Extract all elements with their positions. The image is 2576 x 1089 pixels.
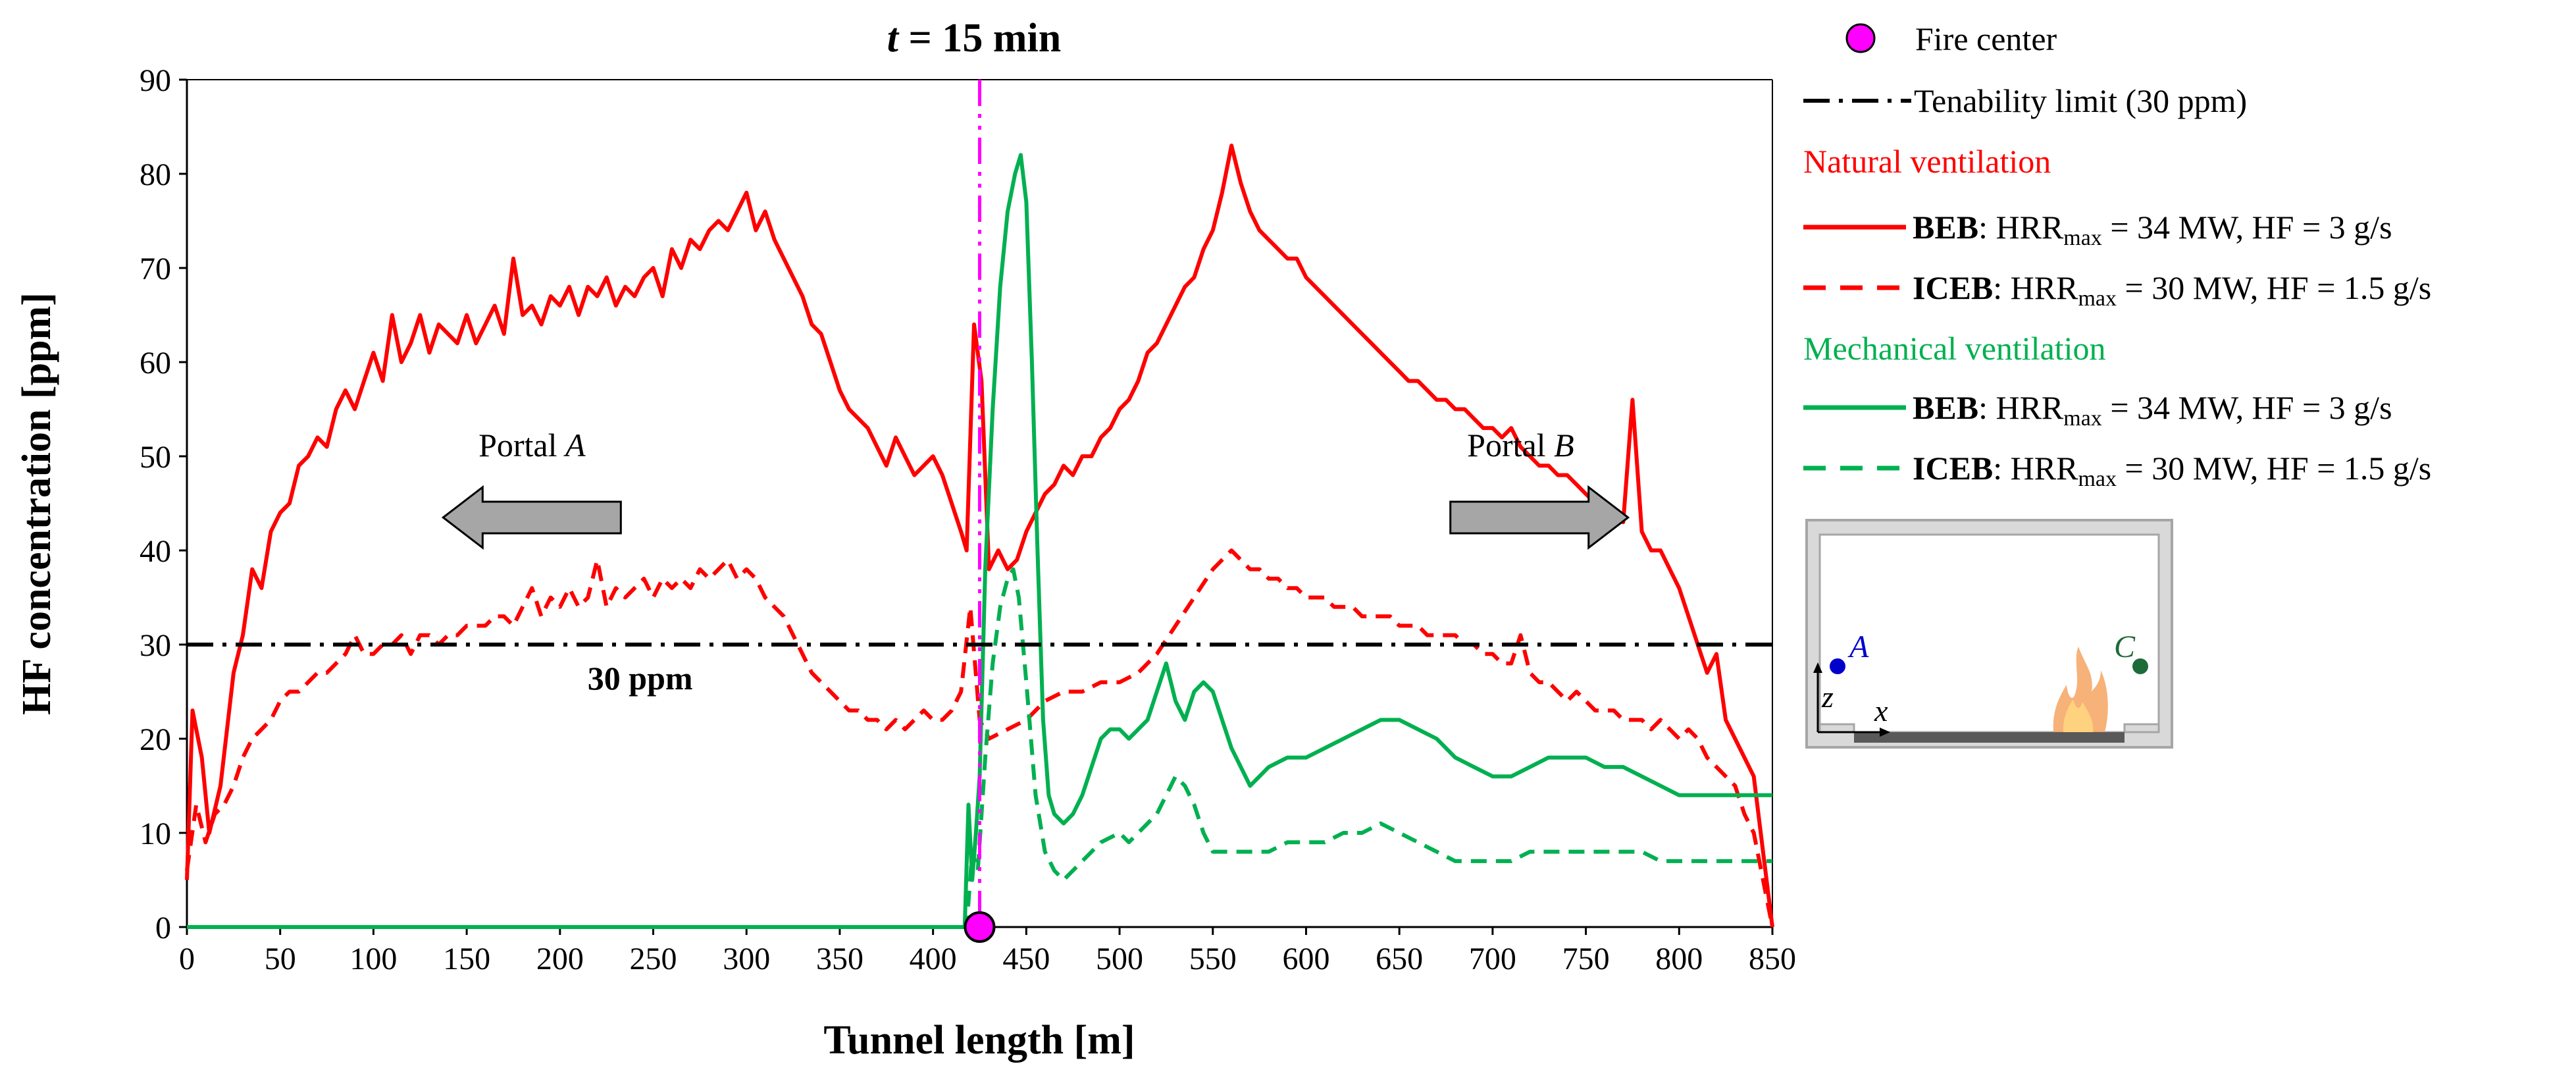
legend-mechanical-iceb-label: ICEB: HRRmax = 30 MW, HF = 1.5 g/s [1913, 450, 2431, 491]
x-tick-label: 200 [536, 942, 584, 976]
portal-b-arrow [1449, 485, 1630, 550]
y-tick-label: 20 [140, 722, 171, 757]
x-tick-label: 750 [1562, 942, 1610, 976]
legend-mechanical-beb-label: BEB: HRRmax = 34 MW, HF = 3 g/s [1913, 389, 2392, 431]
legend-entry-1-bold: ICEB [1913, 269, 1993, 306]
inset-label-a: A [1847, 629, 1869, 664]
x-tick-label: 100 [349, 942, 397, 976]
inset-fire-flame-inner [2063, 699, 2094, 732]
x-tick-label: 650 [1376, 942, 1423, 976]
inset-left-walkway [1818, 723, 1855, 733]
annotations: 30 ppm Portal A Portal B [187, 80, 1772, 943]
y-tick-label: 0 [155, 911, 171, 945]
y-tick-label: 80 [140, 157, 171, 192]
x-tick-label: 850 [1749, 942, 1796, 976]
legend-entry-2-b: = 34 MW, HF = 3 g/s [2102, 389, 2392, 426]
y-axis-label: HF concentration [ppm] [14, 292, 59, 715]
legend-natural-iceb-label: ICEB: HRRmax = 30 MW, HF = 1.5 g/s [1913, 269, 2431, 311]
legend-entry-2-sub: max [2063, 406, 2102, 431]
inset-z-arrowhead [1813, 662, 1822, 673]
legend-entry-2-a: : HRR [1978, 389, 2064, 426]
x-tick-label: 350 [816, 942, 863, 976]
inset-label-x: x [1874, 694, 1888, 728]
legend-natural-header: Natural ventilation [1803, 143, 2051, 180]
x-tick-label: 450 [1002, 942, 1050, 976]
legend-entry-0-sub: max [2063, 226, 2102, 250]
x-tick-label: 0 [179, 942, 195, 976]
legend-tenability-label: Tenability limit (30 ppm) [1914, 82, 2247, 119]
inset-label-z: z [1821, 680, 1834, 714]
x-tick-label: 400 [910, 942, 957, 976]
inset-fire-flame-outer [2053, 647, 2108, 732]
x-tick-label: 800 [1655, 942, 1703, 976]
legend-entry-3-sub: max [2078, 467, 2117, 491]
y-tick-label: 50 [140, 440, 171, 475]
axis-ticks: 0 50 100 150 200 250 300 350 400 450 500 550 600 650 7… [140, 63, 1796, 976]
legend-entry-3-b: = 30 MW, HF = 1.5 g/s [2117, 450, 2431, 487]
legend-fire-center-marker [1845, 23, 1876, 53]
chart-title: t = 15 min [887, 16, 1061, 61]
y-tick-label: 90 [140, 63, 171, 98]
legend-fire-center-label: Fire center [1915, 20, 2057, 57]
series-line-natural-beb [185, 144, 1774, 928]
legend-entry-2-bold: BEB [1913, 389, 1978, 426]
legend-entry-0-a: : HRR [1978, 209, 2064, 246]
x-tick-label: 300 [723, 942, 770, 976]
x-tick-label: 600 [1282, 942, 1329, 976]
x-tick-label: 150 [443, 942, 490, 976]
inset-x-arrowhead [1880, 728, 1890, 737]
chart-title-var: t [887, 16, 900, 61]
legend-entry-1-b: = 30 MW, HF = 1.5 g/s [2117, 269, 2431, 306]
legend-entry-0-bold: BEB [1913, 209, 1978, 246]
fire-center-marker [964, 911, 996, 943]
inset-right-walkway-block [2123, 723, 2160, 733]
legend-mechanical-header: Mechanical ventilation [1803, 330, 2106, 367]
series-line-natural-iceb [185, 548, 1774, 928]
legend-entry-3-a: : HRR [1993, 450, 2078, 487]
portal-b-label: Portal B [1467, 427, 1574, 464]
inset-point-a [1830, 658, 1845, 674]
inset-point-c [2132, 658, 2148, 674]
x-tick-label: 550 [1189, 942, 1237, 976]
y-tick-label: 60 [140, 346, 171, 381]
series-line-mechanical-beb [187, 153, 1772, 929]
y-tick-label: 30 [140, 628, 171, 663]
legend-entry-3-bold: ICEB [1913, 450, 1993, 487]
inset-road-surface [1854, 732, 2125, 743]
x-tick-label: 250 [630, 942, 677, 976]
inset-label-c: C [2114, 629, 2136, 664]
y-tick-label: 10 [140, 816, 171, 851]
inset-tunnel-inner [1818, 533, 2160, 733]
inset-fire-icon [2053, 647, 2108, 732]
x-tick-label: 50 [265, 942, 296, 976]
legend-entry-1-a: : HRR [1993, 269, 2078, 306]
x-axis-label: Tunnel length [m] [823, 1018, 1135, 1063]
x-tick-label: 500 [1096, 942, 1143, 976]
tunnel-cross-section-inset: A C z x [1805, 519, 2173, 749]
chart-title-rest: = 15 min [898, 16, 1061, 61]
legend-entry-0-b: = 34 MW, HF = 3 g/s [2102, 209, 2392, 246]
legend-entry-1-sub: max [2078, 286, 2117, 311]
portal-a-arrow [441, 485, 622, 550]
legend: Fire center Tenability limit (30 ppm) Na… [1803, 20, 2431, 491]
series-layer [185, 144, 1774, 929]
x-tick-label: 700 [1469, 942, 1516, 976]
tenability-limit-label: 30 ppm [588, 660, 693, 697]
portal-a-label: Portal A [478, 427, 586, 464]
legend-natural-beb-label: BEB: HRRmax = 34 MW, HF = 3 g/s [1913, 209, 2392, 250]
y-tick-label: 70 [140, 252, 171, 286]
y-tick-label: 40 [140, 534, 171, 569]
